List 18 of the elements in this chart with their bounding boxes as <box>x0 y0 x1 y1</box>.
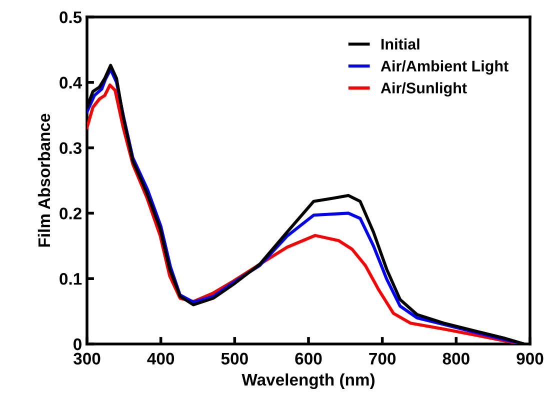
x-tick-label: 600 <box>295 352 322 365</box>
x-tick-label: 800 <box>442 352 470 365</box>
x-tick-label: 400 <box>147 352 174 365</box>
x-tick-label: 900 <box>516 352 544 365</box>
y-tick-label: 0 <box>74 338 82 350</box>
legend-label: Air/Ambient Light <box>380 60 508 75</box>
x-axis-title: Wavelength (nm) <box>242 373 374 390</box>
y-tick-label: 0.2 <box>60 208 82 220</box>
y-tick-label: 0.5 <box>60 11 82 24</box>
x-tick-label: 300 <box>73 352 100 365</box>
y-axis-title: Film Absorbance <box>38 114 50 247</box>
y-tick-label: 0.1 <box>60 273 82 285</box>
y-tick-label: 0.3 <box>60 142 82 154</box>
x-tick-label: 500 <box>221 352 248 365</box>
legend-label: Air/Sunlight <box>380 82 467 97</box>
y-tick-label: 0.4 <box>60 76 82 89</box>
x-tick-label: 700 <box>369 352 396 365</box>
legend-label: Initial <box>381 38 420 50</box>
